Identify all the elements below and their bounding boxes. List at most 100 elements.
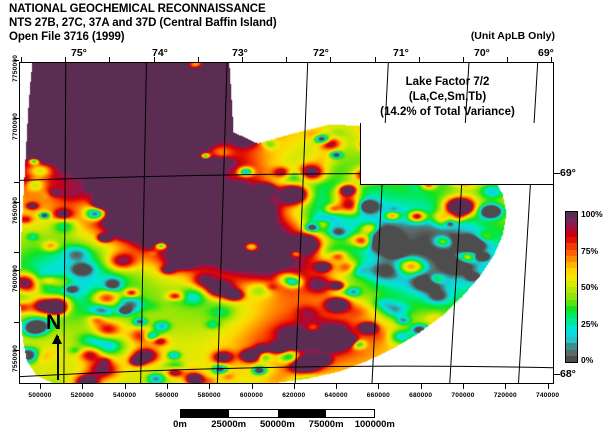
easting-label-9: 680000: [409, 392, 433, 399]
color-scale-ramp: [565, 211, 578, 363]
color-scale-label-1: 75%: [581, 245, 599, 256]
scale-bar-label-4: 100000m: [354, 419, 395, 430]
bottom-tick: [124, 384, 126, 389]
color-swatch-10: [566, 293, 577, 300]
scale-bar-segment-1: [229, 410, 278, 417]
bottom-tick: [463, 384, 464, 389]
easting-label-10: 700000: [451, 392, 475, 399]
easting-label-8: 660000: [366, 392, 390, 399]
color-scale-label-2: 50%: [581, 282, 599, 292]
scale-bar-label-3: 75000m: [308, 419, 344, 430]
bottom-tick: [336, 384, 338, 389]
scale-bar-segment-0: [181, 410, 230, 417]
color-swatch-16: [566, 255, 577, 262]
legend-line-2: (La,Ce,Sm,Tb): [408, 91, 487, 103]
longitude-label-4: 71°: [393, 47, 409, 59]
color-swatch-3: [566, 337, 577, 344]
top-tick: [463, 57, 464, 62]
left-minor-tick: [14, 252, 19, 253]
color-swatch-21: [566, 224, 577, 231]
map-legend-box: [360, 123, 553, 185]
title-line-1: NATIONAL GEOCHEMICAL RECONNAISSANCE: [9, 3, 266, 15]
bottom-tick: [82, 384, 84, 389]
latitude-label-1: 68°: [560, 368, 576, 380]
color-swatch-12: [566, 280, 577, 287]
color-swatch-0: [566, 355, 577, 362]
scale-bar: [180, 409, 375, 418]
top-tick: [197, 57, 199, 62]
color-swatch-19: [566, 237, 577, 244]
latitude-label-0: 69°: [560, 167, 576, 179]
legend-line-3: (14.2% of Total Variance): [380, 106, 515, 118]
easting-label-6: 620000: [282, 392, 306, 399]
longitude-label-6: 69°: [538, 47, 554, 59]
color-swatch-18: [566, 243, 577, 250]
color-swatch-11: [566, 287, 577, 294]
easting-label-5: 600000: [239, 392, 264, 399]
north-arrow-shaft-icon: [57, 336, 59, 380]
color-scale-label-4: 0%: [581, 355, 594, 365]
right-tick: [554, 173, 560, 174]
color-swatch-7: [566, 312, 577, 319]
color-swatch-9: [566, 299, 577, 306]
color-swatch-14: [566, 268, 577, 275]
bottom-tick: [420, 384, 422, 389]
color-swatch-15: [566, 262, 577, 269]
unit-note: (Unit ApLB Only): [470, 30, 555, 42]
scale-bar-label-0: 0m: [173, 419, 187, 430]
northing-label-3: 7600000: [12, 264, 19, 292]
left-tick: [14, 350, 19, 351]
color-scale-label-0: 100%: [581, 209, 603, 219]
scale-bar-segment-3: [325, 410, 374, 417]
bottom-tick: [40, 384, 41, 389]
left-tick: [14, 60, 19, 61]
easting-label-2: 540000: [112, 392, 137, 399]
longitude-label-3: 72°: [313, 47, 329, 59]
color-scale-label-3: 25%: [581, 318, 599, 329]
easting-label-12: 740000: [535, 392, 560, 399]
longitude-label-2: 73°: [232, 47, 248, 59]
top-tick: [286, 57, 288, 62]
color-swatch-13: [566, 274, 577, 281]
top-tick: [507, 57, 509, 62]
color-swatch-17: [566, 249, 577, 256]
longitude-label-1: 74°: [152, 47, 168, 59]
north-arrow: N: [46, 312, 76, 380]
northing-label-2: 7650000: [12, 196, 19, 224]
color-swatch-1: [566, 349, 577, 356]
left-minor-tick: [14, 182, 19, 183]
northing-label-1: 7700000: [12, 112, 19, 140]
top-tick: [418, 57, 420, 62]
right-tick: [554, 374, 560, 375]
color-swatch-4: [566, 330, 577, 337]
legend-line-1: Lake Factor 7/2: [405, 76, 490, 88]
bottom-tick: [209, 384, 211, 389]
map-legend-text: Lake Factor 7/2 (La,Ce,Sm,Tb) (14.2% of …: [345, 75, 550, 120]
top-tick: [374, 57, 376, 62]
color-swatch-20: [566, 230, 577, 237]
map-plot-area: [19, 62, 554, 384]
title-block: NATIONAL GEOCHEMICAL RECONNAISSANCE NTS …: [9, 2, 429, 44]
longitude-label-5: 70°: [474, 47, 490, 59]
bottom-tick: [378, 384, 380, 389]
title-line-3: Open File 3716 (1999): [9, 31, 125, 43]
easting-label-11: 720000: [493, 392, 517, 399]
top-tick: [330, 57, 332, 62]
scale-bar-label-2: 50000m: [259, 419, 295, 430]
bottom-tick: [505, 384, 507, 389]
left-minor-tick: [14, 118, 19, 119]
north-arrow-label: N: [46, 311, 62, 334]
bottom-tick: [251, 384, 253, 389]
longitude-label-0: 75°: [71, 47, 87, 59]
top-tick: [109, 57, 111, 62]
scale-bar-segment-2: [277, 410, 326, 417]
color-swatch-2: [566, 343, 577, 350]
top-tick: [65, 57, 67, 62]
left-tick: [14, 270, 19, 271]
color-swatch-23: [566, 212, 577, 219]
easting-label-3: 560000: [155, 392, 179, 399]
northing-label-0: 7750000: [12, 54, 19, 82]
northing-label-4: 7550000: [12, 344, 19, 372]
scale-bar-label-1: 25000m: [211, 419, 247, 430]
top-tick: [551, 57, 553, 62]
